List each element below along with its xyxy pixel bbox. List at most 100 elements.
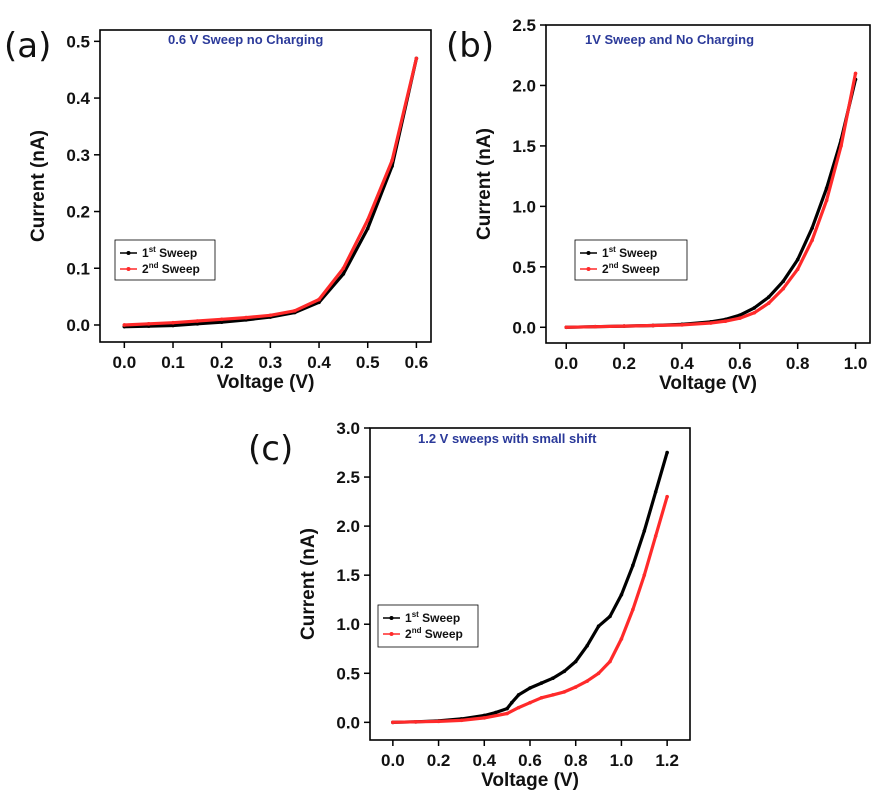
plot-frame [545,24,871,344]
data-point [414,56,419,61]
x-tick-label: 0.4 [670,354,694,373]
y-tick-label: 2.0 [336,517,360,536]
x-tick-label: 0.6 [518,751,542,770]
y-tick-label: 0.5 [66,32,90,51]
legend-marker-1 [389,616,394,620]
series-line-2 [391,495,669,724]
y-tick-label: 1.5 [512,137,536,156]
data-point [551,693,555,697]
data-point [365,218,370,222]
data-point [509,700,514,705]
legend-box [114,239,216,281]
series-line-1 [122,56,418,329]
y-tick-label: 0.5 [512,258,536,277]
legend-marker-2 [126,267,131,271]
data-point [244,315,248,320]
data-point [573,685,578,689]
y-tick-label: 0.0 [336,713,360,732]
data-point [596,624,601,628]
data-point [723,319,728,324]
data-point [268,313,273,318]
data-point [122,323,127,327]
data-point [562,690,567,694]
y-axis-label: Current (nA) [474,128,495,240]
x-tick-label: 0.0 [381,751,405,770]
y-axis-label: Current (nA) [28,130,49,242]
x-tick-label: 1.0 [844,354,868,373]
chart-panel-a: 0.0 0.1 0.2 0.3 0.4 0.5 0.6 0.0 0.1 0.2 0.3 0.4 0.5 V… [4,26,432,393]
x-tick-label: 0.5 [356,353,380,372]
data-point [219,320,224,324]
data-point [195,322,200,326]
data-point [219,317,224,322]
panel-label: (c) [248,429,293,469]
data-point [365,226,370,231]
data-point [619,592,624,597]
legend-marker-2 [586,267,591,271]
data-point [631,607,635,612]
x-tick-label: 0.3 [259,353,283,372]
data-point [413,720,418,724]
y-axis-label: Current (nA) [298,528,319,640]
data-point [171,320,175,325]
legend-marker-1 [126,251,131,255]
series-line-1 [564,77,858,329]
data-point [622,324,626,328]
x-tick-label: 0.0 [113,353,137,372]
data-point [651,323,655,328]
data-point [631,563,635,568]
data-point [810,238,814,243]
legend-label-2: 2nd Sweep [142,261,200,276]
data-point [766,301,771,305]
data-point [539,681,544,685]
data-point [781,286,786,291]
data-point [551,676,555,680]
data-point [642,573,647,577]
y-tick-label: 1.0 [336,615,360,634]
data-point [505,711,509,716]
data-point [195,319,200,323]
chart-panel-b: 0.0 0.2 0.4 0.6 0.8 1.0 0.0 0.5 1.0 1.5 2.0 2.5 Volt… [446,16,871,394]
data-point [752,306,757,310]
x-tick-label: 0.6 [728,354,752,373]
y-tick-label: 0.3 [66,146,90,165]
x-tick-label: 0.2 [210,353,234,372]
x-tick-label: 1.2 [655,751,679,770]
y-tick-label: 1.0 [512,197,536,216]
data-point [596,671,601,676]
data-point [482,716,487,720]
data-point [146,322,151,326]
x-tick-label: 0.2 [427,751,451,770]
data-point [653,534,658,538]
data-point [824,198,829,203]
data-point [608,659,612,664]
legend-box [377,604,479,648]
data-point [766,295,771,299]
x-tick-label: 0.6 [405,353,429,372]
legend-label-2: 2nd Sweep [405,626,463,641]
data-point [493,710,498,715]
data-point [562,669,567,674]
y-tick-label: 0.0 [512,318,536,337]
x-axis-label: Voltage (V) [217,372,315,393]
data-point [665,450,669,455]
y-tick-label: 0.5 [336,664,360,683]
chart-title: 0.6 V Sweep no Charging [168,32,323,47]
chart-title: 1V Sweep and No Charging [585,32,754,47]
legend-marker-2 [389,632,394,636]
data-point [839,144,843,148]
data-point [516,693,521,697]
y-tick-label: 0.0 [66,316,90,335]
data-point [738,316,742,321]
data-point [824,186,829,191]
y-tick-label: 2.0 [512,76,536,95]
data-point [585,679,589,683]
x-axis-label: Voltage (V) [481,770,579,791]
data-point [738,313,742,317]
y-tick-label: 2.5 [336,468,360,487]
x-tick-label: 0.4 [472,751,496,770]
data-point [528,686,532,690]
